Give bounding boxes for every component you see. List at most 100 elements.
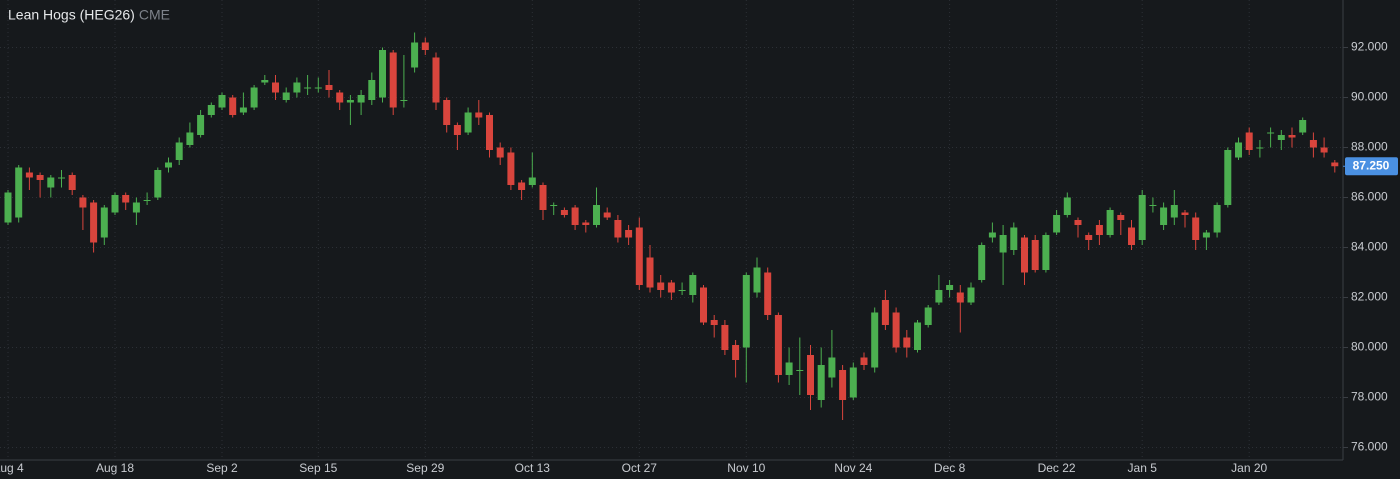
candle-body (486, 115, 493, 150)
y-tick-label: 88.000 (1351, 140, 1388, 154)
candle-body (357, 95, 365, 103)
candle-body (1085, 235, 1093, 240)
candle-body (560, 210, 568, 215)
candle-body (1063, 197, 1071, 215)
candle-body (1010, 227, 1018, 250)
candle-body (58, 177, 65, 179)
candle-body (282, 92, 290, 100)
candles (4, 32, 1339, 420)
x-tick-label: Nov 10 (727, 461, 765, 475)
candle-body (1309, 140, 1317, 148)
candle-body (539, 185, 547, 210)
last-price-box (1345, 157, 1398, 176)
x-tick-label: Sep 15 (299, 461, 337, 475)
candle-body (229, 97, 237, 115)
candle-body (79, 197, 87, 208)
candle-body (700, 287, 707, 323)
candle-body (100, 207, 108, 238)
candle-body (582, 222, 590, 225)
candle-body (421, 42, 429, 50)
candle-body (625, 230, 633, 238)
candle-body (871, 312, 879, 368)
candle-body (197, 115, 205, 135)
candle-body (68, 175, 76, 190)
candle-body (1267, 132, 1275, 134)
x-tick-label: Oct 13 (515, 461, 551, 475)
candle-body (1106, 210, 1114, 235)
candle-body (978, 245, 986, 280)
candle-body (796, 370, 804, 371)
candle-body (999, 235, 1007, 253)
candle-body (336, 92, 344, 103)
x-tick-label: Dec 22 (1038, 461, 1076, 475)
candle-body (710, 320, 718, 325)
candle-body (143, 200, 151, 201)
candle-body (1192, 217, 1200, 240)
candle-body (988, 232, 996, 238)
candle-body (550, 205, 558, 206)
candle-body (1235, 142, 1242, 158)
candle-body (368, 80, 376, 100)
candle-body (122, 195, 130, 203)
candle-body (956, 292, 964, 303)
y-tick-label: 78.000 (1351, 390, 1388, 404)
candle-body (1021, 237, 1028, 273)
candle-body (903, 337, 911, 348)
candle-body (1095, 225, 1103, 235)
candle-body (1138, 195, 1146, 240)
candle-body (207, 105, 215, 115)
candle-body (250, 87, 258, 108)
candle-body (132, 202, 140, 213)
candle-body (400, 100, 408, 101)
candle-body (507, 152, 515, 185)
candle-body (1181, 212, 1189, 215)
candle-body (218, 95, 226, 108)
candle-body (667, 282, 675, 293)
x-tick-label: Sep 29 (406, 461, 444, 475)
candle-body (646, 257, 654, 288)
candle-body (732, 345, 740, 360)
candle-body (571, 207, 579, 225)
candle-body (111, 195, 119, 213)
candle-body (593, 205, 600, 225)
x-tick-label: Nov 24 (834, 461, 872, 475)
candle-body (892, 312, 900, 348)
candle-body (924, 307, 932, 325)
candle-body (753, 267, 761, 293)
candle-body (635, 227, 643, 285)
candle-body (325, 85, 333, 90)
candle-body (90, 202, 98, 243)
x-tick-label: Sep 2 (206, 461, 238, 475)
candle-body (1031, 240, 1039, 270)
candle-body (432, 57, 440, 103)
candle-body (678, 290, 686, 291)
candle-body (1213, 205, 1221, 233)
candle-body (742, 275, 750, 348)
candle-body (1331, 162, 1339, 167)
candle-body (36, 175, 44, 180)
candle-body (967, 287, 975, 303)
x-tick-label: Dec 8 (934, 461, 966, 475)
x-tick-label: Aug 4 (0, 461, 24, 475)
candle-body (881, 300, 889, 325)
candle-body (1149, 205, 1157, 206)
candle-body (443, 100, 451, 125)
candle-body (1288, 135, 1296, 138)
candle-body (389, 52, 397, 108)
candle-body (261, 80, 269, 83)
candle-body (239, 107, 247, 113)
candle-body (614, 220, 622, 238)
candle-body (774, 315, 782, 375)
chart-subtitle: CME (139, 7, 170, 23)
x-tick-label: Jan 20 (1231, 461, 1267, 475)
candle-body (15, 167, 23, 218)
candle-body (721, 325, 729, 350)
x-tick-label: Oct 27 (622, 461, 658, 475)
candle-body (1128, 227, 1135, 245)
y-tick-label: 92.000 (1351, 40, 1388, 54)
candle-body (154, 170, 162, 198)
candle-body (1299, 120, 1307, 133)
x-tick-label: Jan 5 (1128, 461, 1158, 475)
